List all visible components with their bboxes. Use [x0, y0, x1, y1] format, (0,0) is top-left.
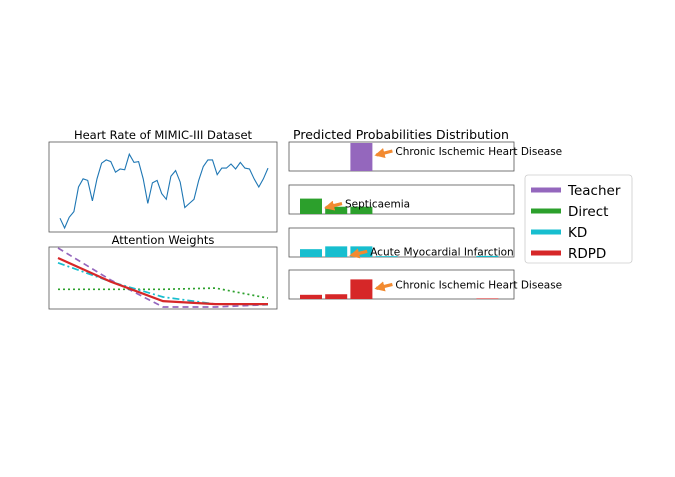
- legend-label-kd: KD: [568, 225, 587, 241]
- annotation-label-teacher: Chronic Ischemic Heart Disease: [395, 146, 562, 158]
- probability-bar-rdpd: [350, 279, 373, 299]
- attention-line-direct: [58, 287, 269, 299]
- attention-line-teacher: [57, 247, 269, 308]
- annotation-label-rdpd: Chronic Ischemic Heart Disease: [395, 279, 562, 291]
- probability-bar-kd: [325, 246, 348, 257]
- heart-rate-chart: Heart Rate of MIMIC-III Dataset: [48, 128, 278, 233]
- probability-bar-rdpd: [325, 294, 348, 299]
- probability-bar-kd: [476, 255, 499, 257]
- annotation-arrow-kd: [349, 248, 368, 259]
- probability-panel-frame-direct: [288, 184, 515, 215]
- heart-rate-series-line: [59, 152, 269, 230]
- probability-bar-kd: [375, 256, 398, 257]
- legend-label-teacher: Teacher: [567, 183, 621, 199]
- probability-panel-frame-rdpd: [288, 269, 515, 300]
- legend-label-direct: Direct: [568, 204, 608, 220]
- probability-bar-rdpd: [300, 294, 322, 299]
- annotation-label-kd: Acute Myocardial Infarction: [370, 246, 514, 258]
- attention-weights-frame: [48, 246, 278, 310]
- attention-weights-chart: Attention Weights: [48, 233, 278, 310]
- annotation-arrow-rdpd: [374, 281, 393, 292]
- annotation-arrow-direct: [324, 200, 343, 211]
- probability-panel-frame-kd: [288, 227, 515, 258]
- attention-line-kd: [57, 261, 269, 306]
- probability-bar-direct: [325, 206, 348, 214]
- probability-bar-teacher: [350, 143, 373, 171]
- probability-distribution-chart: Predicted Probabilities Distribution Chr…: [288, 127, 562, 300]
- legend-label-rdpd: RDPD: [568, 246, 606, 262]
- heart-rate-title: Heart Rate of MIMIC-III Dataset: [74, 128, 253, 142]
- probability-bar-direct: [350, 206, 373, 214]
- probability-bar-rdpd: [476, 298, 499, 299]
- probability-panel-frame-teacher: [288, 141, 515, 172]
- heart-rate-frame: [48, 141, 278, 233]
- probability-bar-kd: [300, 249, 322, 257]
- annotation-arrow-teacher: [374, 148, 393, 158]
- annotation-label-direct: Septicaemia: [345, 199, 410, 211]
- probability-bar-direct: [300, 198, 322, 214]
- attention-line-rdpd: [57, 256, 268, 306]
- probability-distribution-title: Predicted Probabilities Distribution: [293, 127, 509, 142]
- legend: Teacher Direct KD RDPD: [524, 174, 633, 264]
- attention-weights-title: Attention Weights: [112, 233, 215, 247]
- legend-frame: [524, 174, 633, 264]
